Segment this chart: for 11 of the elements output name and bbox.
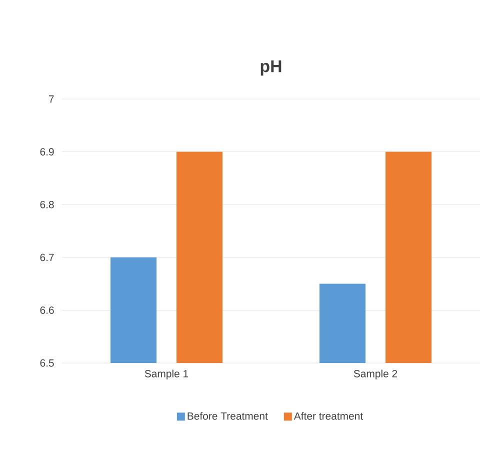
chart-title: pH [260,60,282,76]
y-tick-label: 6.8 [40,200,54,208]
y-tick-label: 6.9 [40,148,54,156]
y-tick-label: 7 [49,95,54,103]
legend-label: After treatment [294,412,363,420]
y-tick-label: 6.7 [40,254,54,262]
legend-label: Before Treatment [188,412,268,420]
x-tick-label: Sample 2 [354,370,398,380]
y-tick-label: 6.6 [40,306,54,314]
x-tick-label: Sample 1 [144,370,188,380]
y-tick-label: 6.5 [40,359,54,367]
